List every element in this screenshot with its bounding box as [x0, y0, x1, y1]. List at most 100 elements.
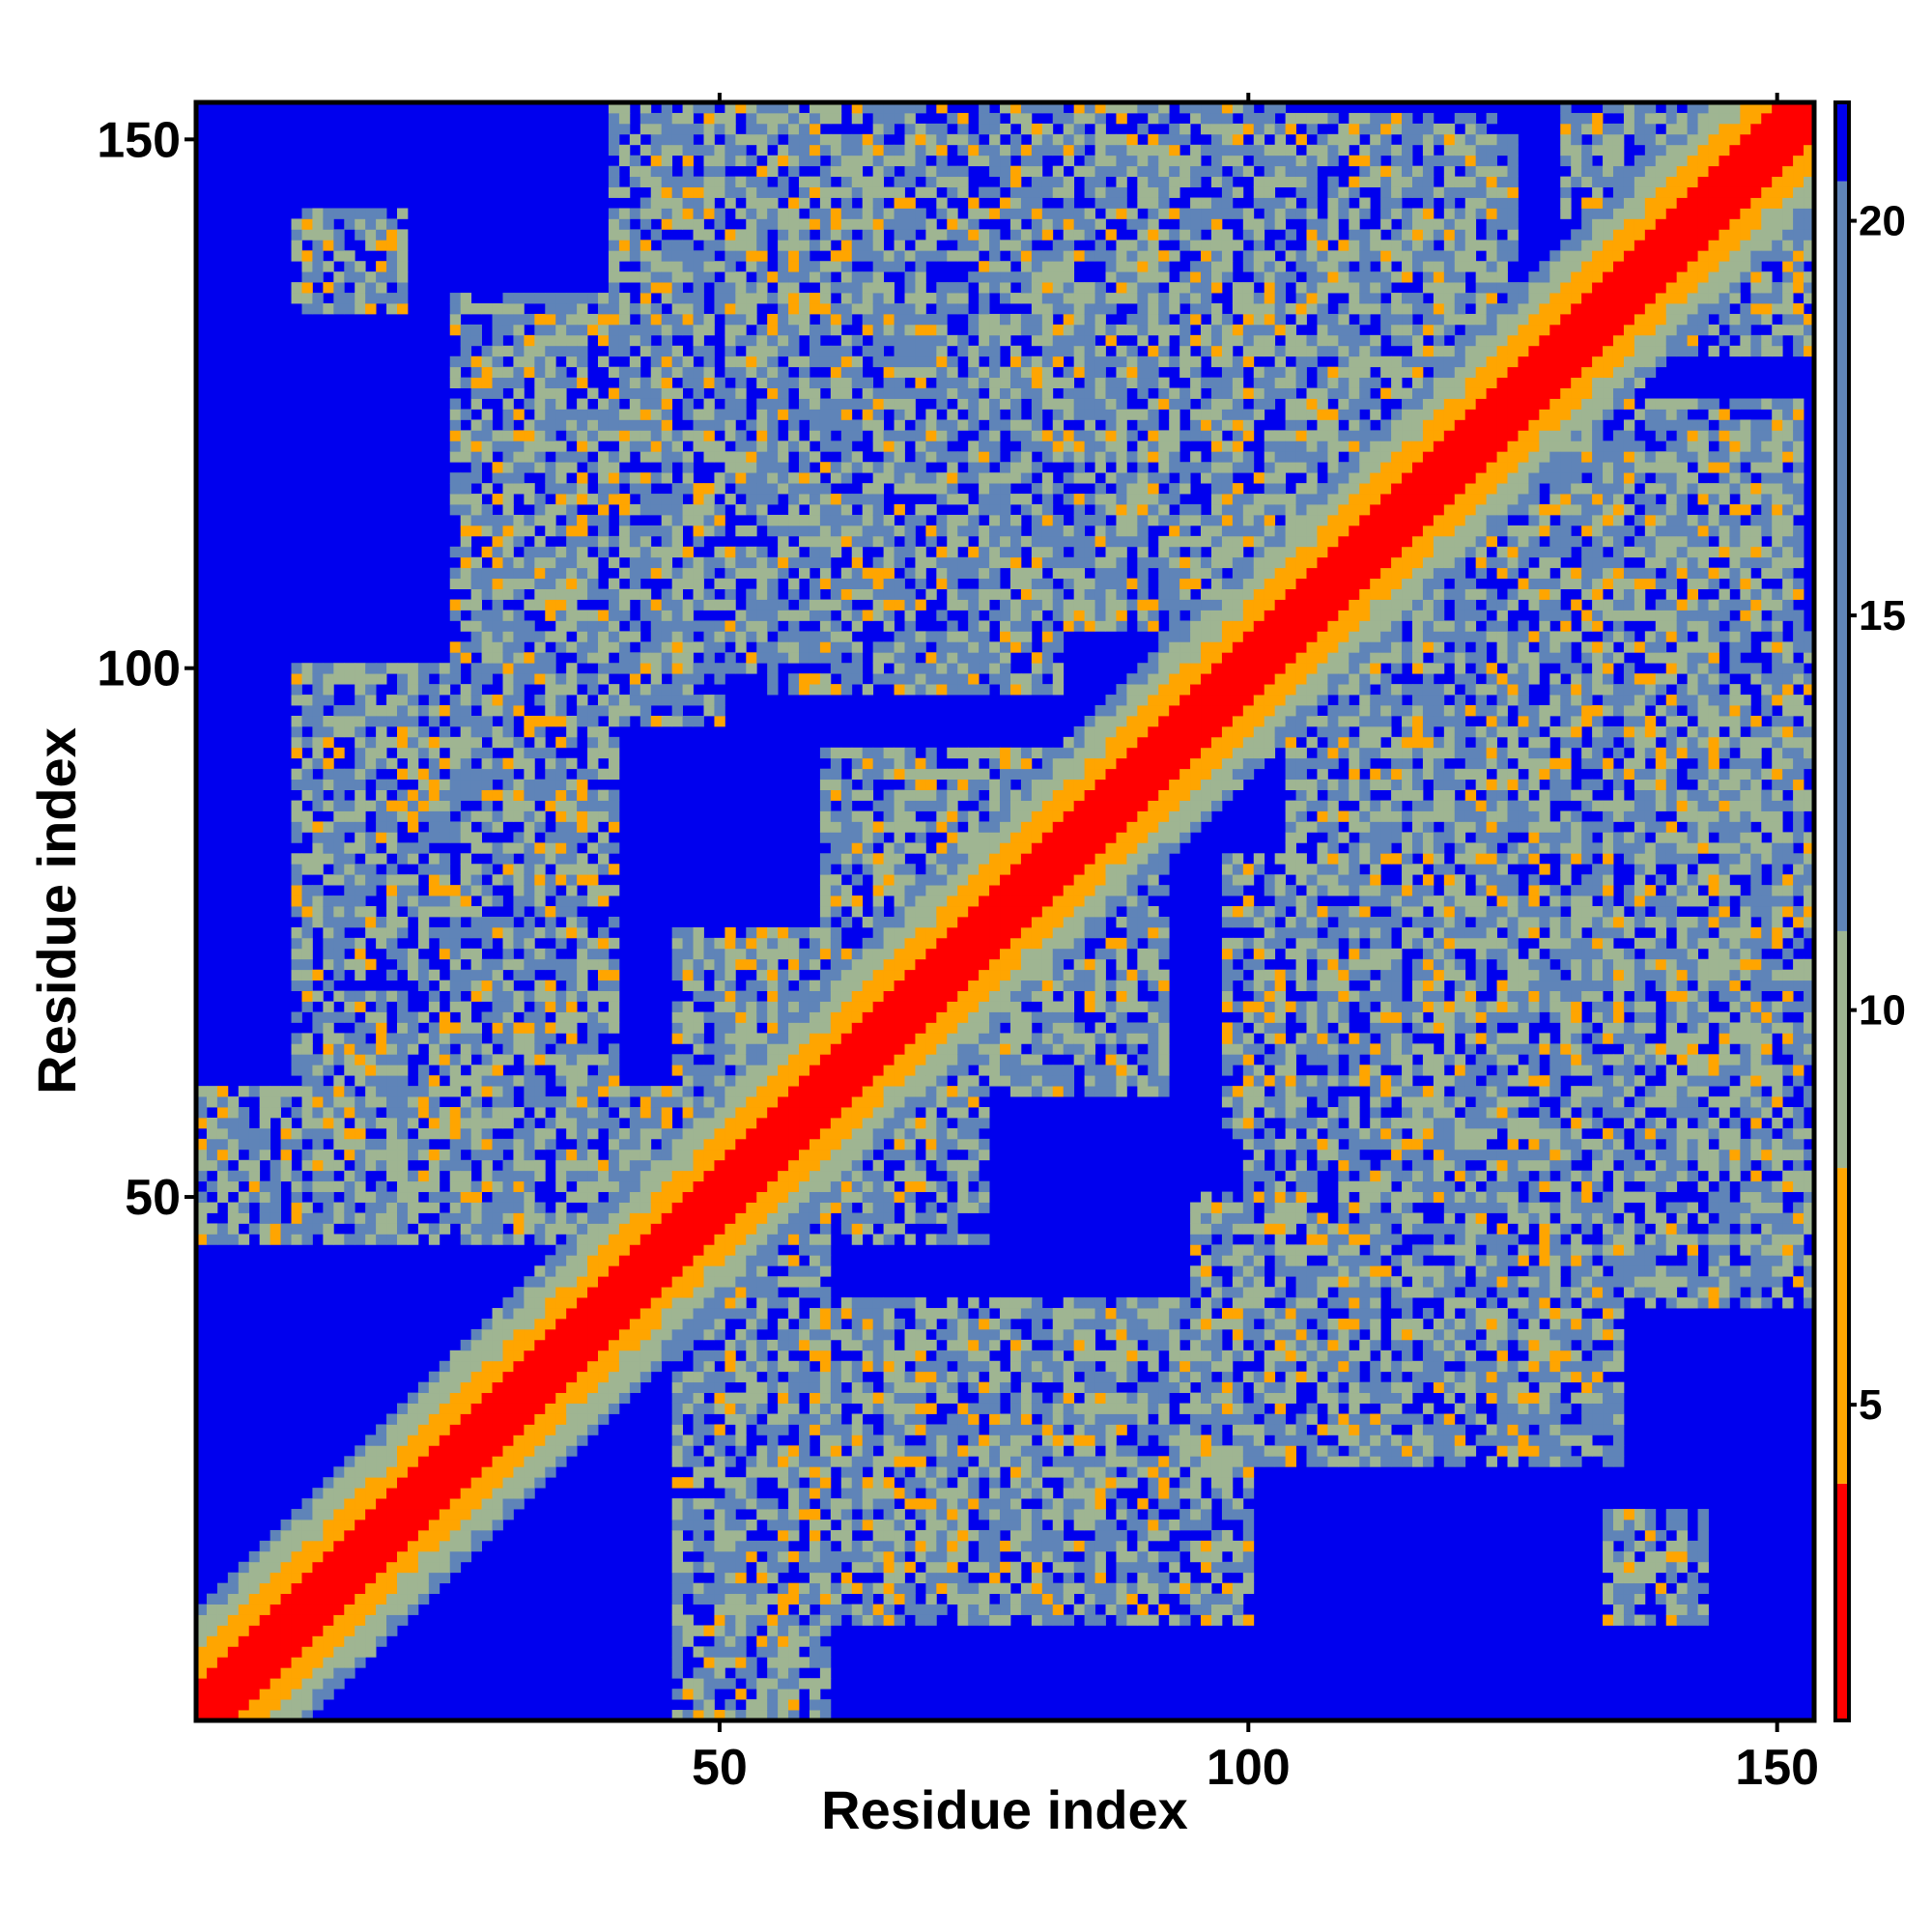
- heatmap-cell: [587, 864, 599, 875]
- heatmap-cell: [216, 1127, 229, 1140]
- heatmap-cell: [566, 832, 578, 843]
- heatmap-cell: [376, 800, 387, 811]
- heatmap-cell: [724, 186, 736, 198]
- heatmap-cell: [819, 1604, 832, 1615]
- heatmap-cell: [788, 1582, 800, 1595]
- heatmap-cell: [661, 197, 673, 209]
- heatmap-cell: [598, 695, 610, 706]
- heatmap-cell: [639, 1360, 652, 1373]
- heatmap-cell: [470, 1466, 482, 1478]
- heatmap-cell: [545, 1350, 556, 1362]
- heatmap-cell: [598, 810, 610, 822]
- heatmap-cell: [840, 821, 853, 833]
- heatmap-cell: [291, 1550, 302, 1563]
- heatmap-cell: [703, 261, 715, 272]
- heatmap-cell: [301, 1086, 313, 1097]
- heatmap-cell: [661, 1255, 673, 1266]
- heatmap-cell: [735, 1572, 747, 1584]
- heatmap-cell: [851, 757, 864, 770]
- heatmap-cell: [840, 864, 853, 875]
- heatmap-cell: [227, 1710, 240, 1721]
- heatmap-cell: [809, 1276, 821, 1288]
- heatmap-cell: [513, 345, 525, 357]
- heatmap-cell: [851, 1043, 864, 1055]
- heatmap-cell: [376, 1086, 387, 1097]
- heatmap-cell: [724, 990, 736, 1002]
- heatmap-cell: [534, 885, 546, 896]
- heatmap-cell: [703, 229, 715, 241]
- heatmap-cell: [851, 525, 864, 537]
- heatmap-cell: [238, 1582, 250, 1595]
- heatmap-cell: [735, 102, 747, 114]
- heatmap-cell: [365, 240, 377, 251]
- heatmap-cell: [661, 366, 673, 379]
- heatmap-cell: [376, 1117, 387, 1129]
- heatmap-cell: [799, 1509, 810, 1520]
- heatmap-cell: [481, 864, 493, 875]
- heatmap-cell: [693, 1477, 704, 1489]
- heatmap-cell: [598, 853, 610, 865]
- heatmap-cell: [301, 1065, 313, 1076]
- heatmap-cell: [216, 1657, 229, 1668]
- heatmap-cell: [724, 409, 736, 420]
- heatmap-cell: [534, 789, 546, 801]
- heatmap-cell: [355, 1466, 366, 1478]
- heatmap-cell: [545, 980, 556, 992]
- heatmap-cell: [756, 102, 768, 114]
- heatmap-cell: [830, 261, 842, 272]
- heatmap-cell: [778, 1424, 789, 1435]
- heatmap-cell: [840, 261, 853, 272]
- heatmap-cell: [724, 926, 736, 939]
- heatmap-cell: [840, 1488, 853, 1499]
- heatmap-cell: [629, 1371, 641, 1383]
- heatmap-cell: [819, 768, 832, 781]
- heatmap-cell: [756, 1689, 768, 1700]
- heatmap-cell: [555, 641, 567, 653]
- heatmap-cell: [799, 387, 810, 399]
- heatmap-cell: [312, 906, 324, 918]
- heatmap-cell: [355, 874, 366, 886]
- heatmap-cell: [524, 1392, 535, 1404]
- heatmap-cell: [618, 451, 631, 463]
- heatmap-cell: [407, 1424, 419, 1435]
- heatmap-cell: [227, 1635, 240, 1647]
- heatmap-cell: [449, 768, 462, 781]
- heatmap-cell: [799, 144, 810, 156]
- heatmap-cell: [799, 1424, 810, 1435]
- heatmap-cell: [746, 112, 757, 125]
- heatmap-cell: [618, 102, 631, 114]
- heatmap-cell: [735, 1202, 747, 1213]
- heatmap-cell: [767, 1466, 779, 1478]
- heatmap-cell: [397, 1022, 409, 1034]
- heatmap-cell: [799, 1593, 810, 1605]
- heatmap-cell: [407, 1096, 419, 1108]
- heatmap-cell: [735, 1022, 747, 1034]
- heatmap-cell: [386, 1561, 398, 1574]
- heatmap-cell: [650, 271, 663, 283]
- heatmap-cell: [671, 387, 683, 399]
- heatmap-cell: [355, 1212, 366, 1224]
- heatmap-cell: [376, 261, 387, 272]
- heatmap-cell: [703, 1255, 715, 1266]
- heatmap-cell: [481, 1424, 493, 1435]
- heatmap-cell: [555, 969, 567, 981]
- heatmap-cell: [778, 1509, 789, 1520]
- heatmap-cell: [502, 472, 514, 484]
- heatmap-cell: [216, 1604, 229, 1615]
- heatmap-cell: [513, 1170, 525, 1182]
- heatmap-cell: [671, 1350, 683, 1362]
- heatmap-cell: [333, 1550, 345, 1563]
- heatmap-cell: [735, 303, 747, 315]
- heatmap-cell: [661, 1149, 673, 1161]
- heatmap-cell: [819, 1287, 832, 1298]
- heatmap-cell: [534, 1054, 546, 1065]
- heatmap-cell: [492, 1413, 503, 1425]
- heatmap-cell: [206, 1234, 218, 1245]
- heatmap-cell: [809, 1392, 821, 1404]
- heatmap-cell: [746, 483, 757, 495]
- heatmap-cell: [618, 546, 631, 558]
- heatmap-cell: [312, 1107, 324, 1119]
- heatmap-cell: [355, 969, 366, 981]
- heatmap-cell: [470, 1180, 482, 1193]
- heatmap-cell: [502, 1170, 514, 1182]
